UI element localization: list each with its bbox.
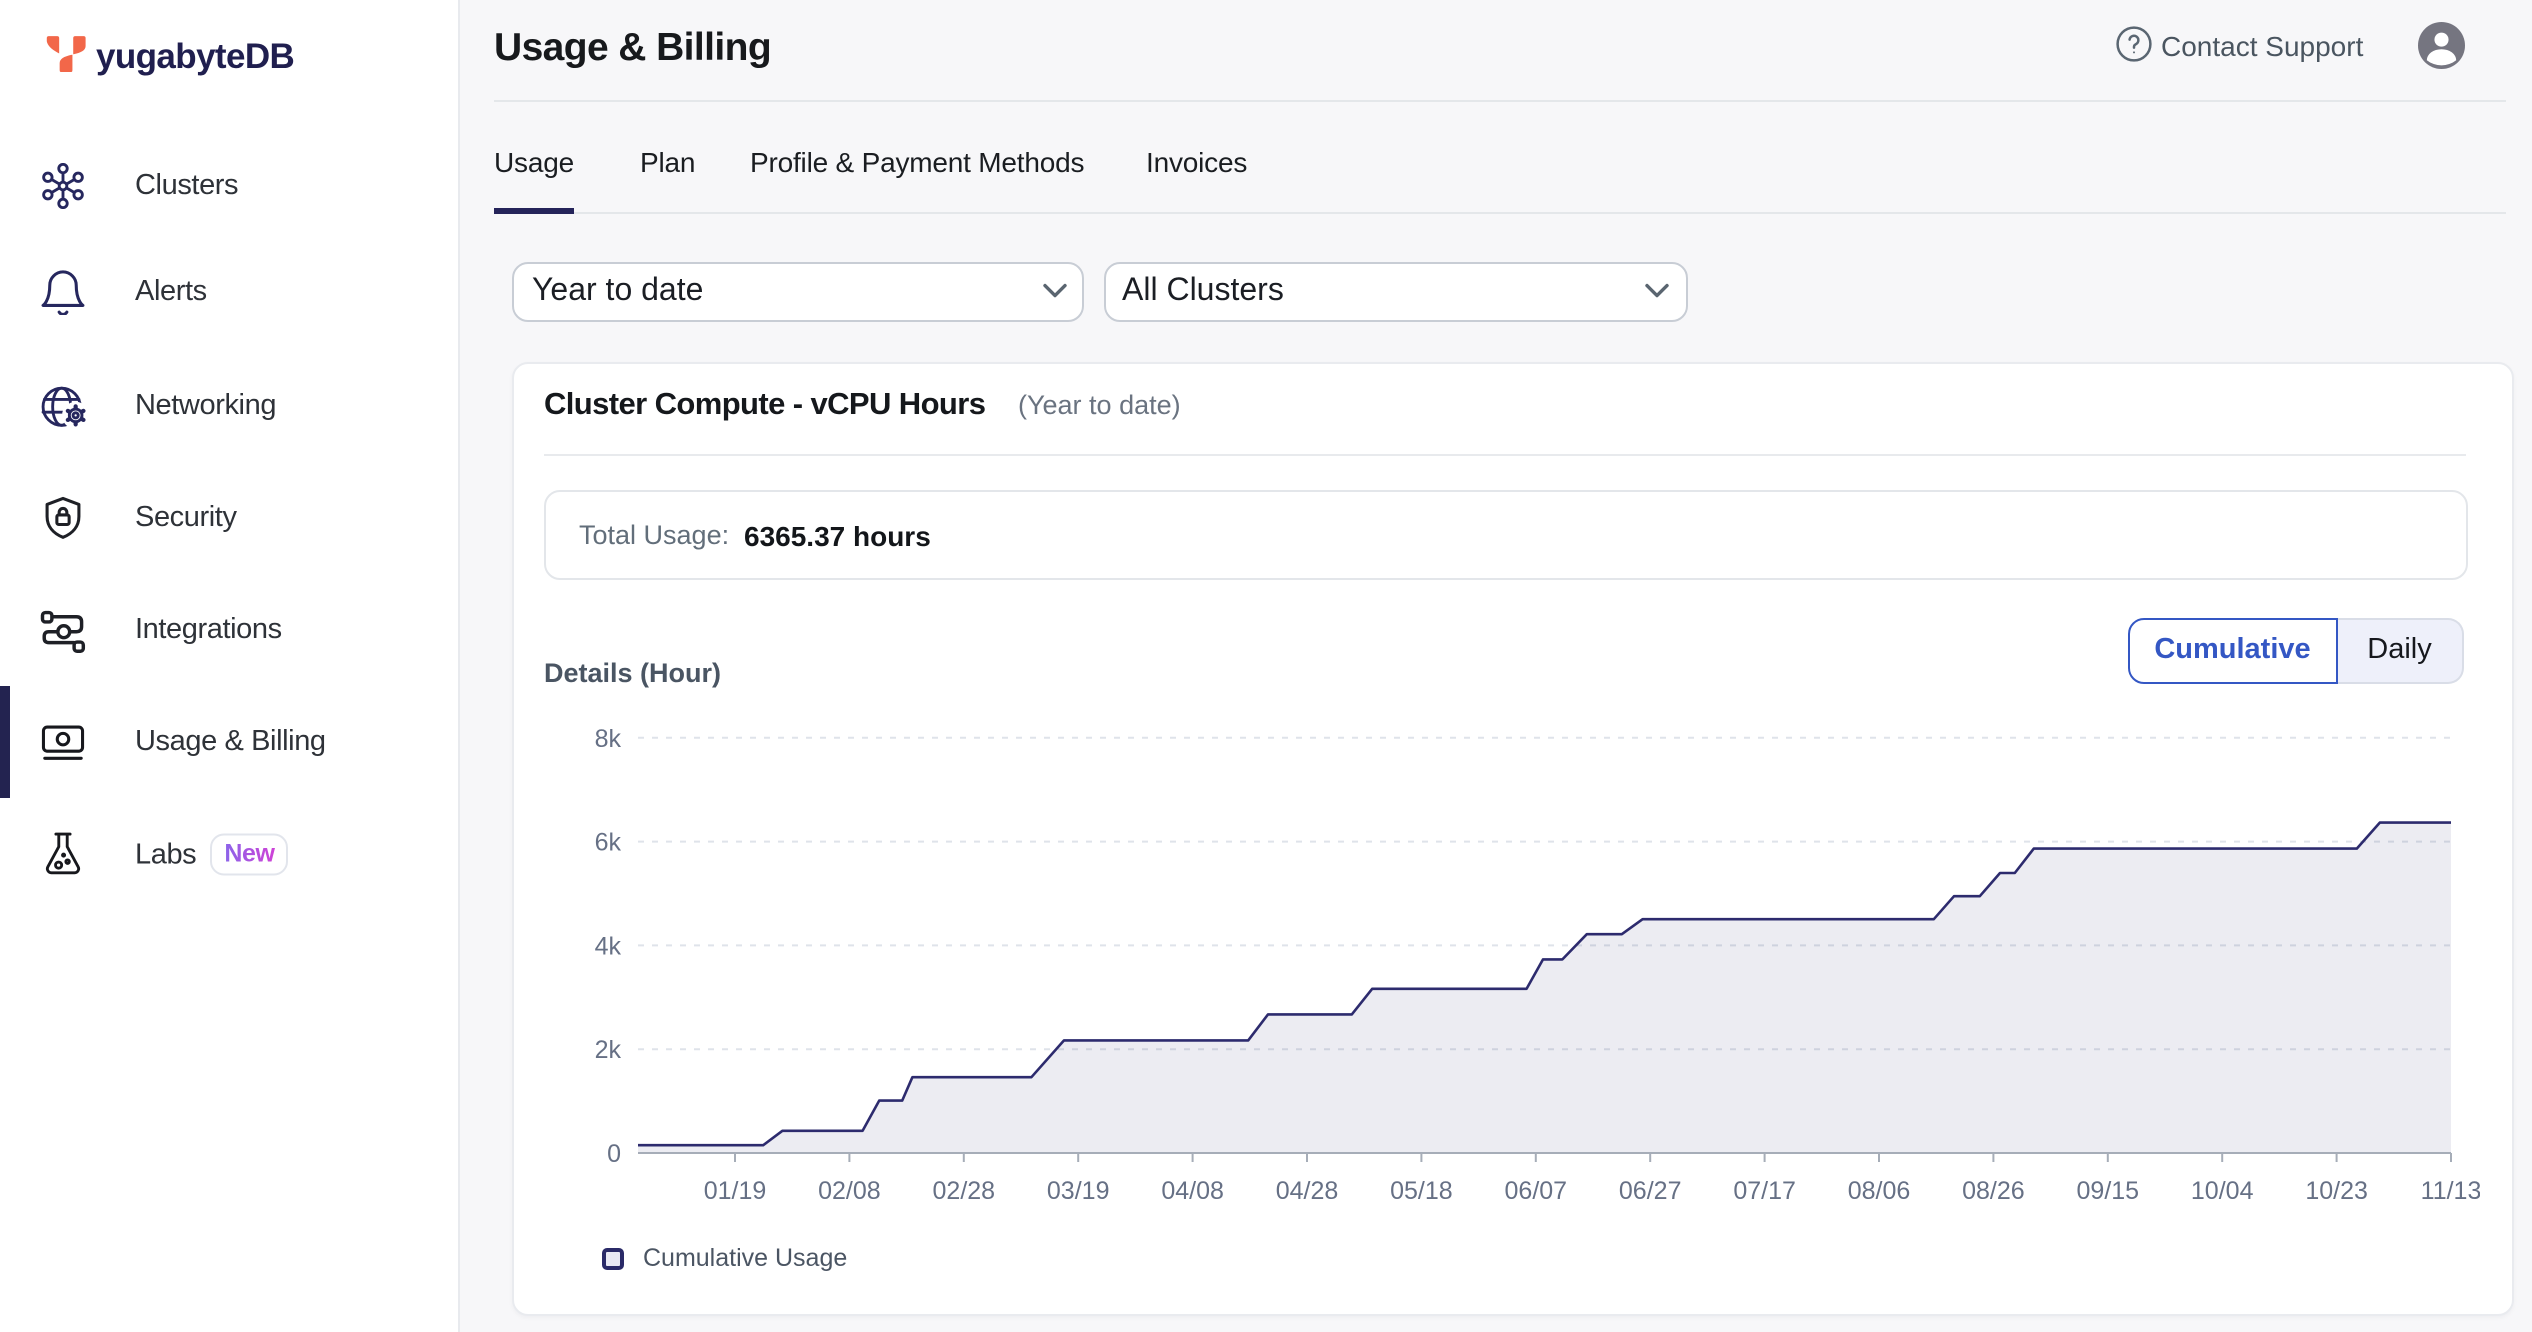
svg-text:08/26: 08/26 [1962,1177,2025,1205]
svg-text:09/15: 09/15 [2077,1177,2140,1205]
svg-text:8k: 8k [595,725,622,753]
svg-text:10/04: 10/04 [2191,1177,2254,1205]
svg-text:06/07: 06/07 [1505,1177,1568,1205]
svg-text:01/19: 01/19 [704,1177,767,1205]
svg-text:6k: 6k [595,829,622,857]
svg-text:05/18: 05/18 [1390,1177,1453,1205]
svg-text:04/08: 04/08 [1161,1177,1224,1205]
svg-text:10/23: 10/23 [2305,1177,2368,1205]
svg-text:07/17: 07/17 [1733,1177,1796,1205]
svg-text:11/13: 11/13 [2421,1177,2480,1205]
svg-text:06/27: 06/27 [1619,1177,1682,1205]
svg-text:0: 0 [607,1140,621,1168]
svg-text:03/19: 03/19 [1047,1177,1110,1205]
svg-text:2k: 2k [595,1036,622,1064]
svg-text:08/06: 08/06 [1848,1177,1911,1205]
svg-text:04/28: 04/28 [1276,1177,1339,1205]
svg-text:4k: 4k [595,932,622,960]
svg-text:02/28: 02/28 [933,1177,996,1205]
svg-text:02/08: 02/08 [818,1177,881,1205]
